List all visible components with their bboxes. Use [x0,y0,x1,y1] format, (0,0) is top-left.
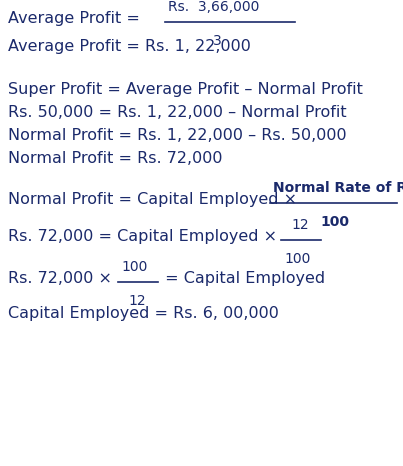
Text: 12: 12 [128,294,145,308]
Text: 100: 100 [320,215,349,229]
Text: Super Profit = Average Profit – Normal Profit: Super Profit = Average Profit – Normal P… [8,82,363,97]
Text: Normal Rate of Return: Normal Rate of Return [273,181,403,195]
Text: Normal Profit = Rs. 72,000: Normal Profit = Rs. 72,000 [8,151,222,166]
Text: Rs. 50,000 = Rs. 1, 22,000 – Normal Profit: Rs. 50,000 = Rs. 1, 22,000 – Normal Prof… [8,105,347,120]
Text: Normal Profit = Capital Employed ×: Normal Profit = Capital Employed × [8,192,302,207]
Text: 100: 100 [284,252,310,266]
Text: Rs. 72,000 ×: Rs. 72,000 × [8,271,117,286]
Text: Rs. 72,000 = Capital Employed ×: Rs. 72,000 = Capital Employed × [8,229,282,244]
Text: 12: 12 [291,218,309,232]
Text: 100: 100 [121,260,147,274]
Text: Rs.  3,66,000: Rs. 3,66,000 [168,0,260,14]
Text: Capital Employed = Rs. 6, 00,000: Capital Employed = Rs. 6, 00,000 [8,306,279,321]
Text: = Capital Employed: = Capital Employed [160,271,325,286]
Text: 3: 3 [213,34,222,48]
Text: Average Profit =: Average Profit = [8,11,145,26]
Text: Normal Profit = Rs. 1, 22,000 – Rs. 50,000: Normal Profit = Rs. 1, 22,000 – Rs. 50,0… [8,128,347,143]
Text: Average Profit = Rs. 1, 22,000: Average Profit = Rs. 1, 22,000 [8,39,251,54]
